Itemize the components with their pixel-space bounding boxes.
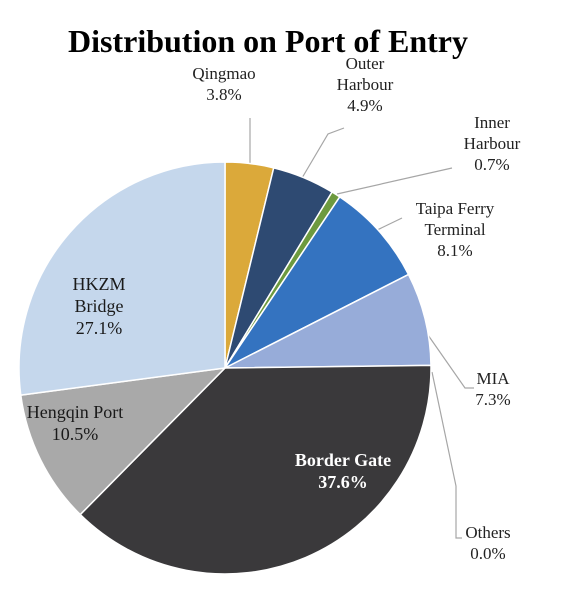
data-label-others: Others 0.0% xyxy=(465,523,510,563)
leader-line-mia xyxy=(427,334,474,389)
data-label-mia: MIA 7.3% xyxy=(475,369,510,409)
category-label: HKZM xyxy=(73,274,126,294)
category-label: Border Gate xyxy=(295,450,391,470)
leader-line-inner-harbour xyxy=(336,167,453,195)
category-label: Outer xyxy=(346,54,385,73)
slice-hengqin-port xyxy=(19,366,228,516)
data-label-hkzm-bridge: HKZM Bridge 27.1% xyxy=(73,274,126,338)
category-label: Inner xyxy=(474,113,510,132)
slice-taipa-ferry-terminal xyxy=(222,195,410,370)
data-label-outer-harbour: Outer Harbour 4.9% xyxy=(337,54,394,115)
percent-label: 4.9% xyxy=(347,96,382,115)
data-label-qingmao: Qingmao 3.8% xyxy=(192,64,255,104)
percent-label: 7.3% xyxy=(475,390,510,409)
percent-label: 27.1% xyxy=(76,318,123,338)
percent-label: 3.8% xyxy=(206,85,241,104)
data-label-hengqin-port: Hengqin Port 10.5% xyxy=(27,402,124,444)
data-label-taipa-ferry-terminal: Taipa Ferry Terminal 8.1% xyxy=(416,199,495,260)
category-label: MIA xyxy=(476,369,510,388)
percent-label: 0.7% xyxy=(474,155,509,174)
category-label: Qingmao xyxy=(192,64,255,83)
slice-border-gate xyxy=(79,364,432,575)
data-label-inner-harbour: Inner Harbour 0.7% xyxy=(464,113,521,174)
percent-label: 8.1% xyxy=(437,241,472,260)
category-label: Taipa Ferry xyxy=(416,199,495,218)
category-label: Harbour xyxy=(337,75,394,94)
category-label: Harbour xyxy=(464,134,521,153)
slice-hkzm-bridge xyxy=(18,161,226,396)
pie-slices xyxy=(18,161,432,575)
leader-line-outer-harbour xyxy=(301,127,345,179)
category-label: Bridge xyxy=(75,296,124,316)
category-label: Others xyxy=(465,523,510,542)
percent-label: 0.0% xyxy=(470,544,505,563)
data-labels: Qingmao 3.8% Outer Harbour 4.9% Inner Harbour 0… xyxy=(27,54,521,563)
percent-label: 10.5% xyxy=(52,424,99,444)
percent-label: 37.6% xyxy=(318,472,368,492)
leader-line-others xyxy=(431,371,462,539)
data-label-border-gate: Border Gate 37.6% xyxy=(295,450,391,492)
category-label: Terminal xyxy=(424,220,485,239)
chart-title: Distribution on Port of Entry xyxy=(68,23,468,59)
category-label: Hengqin Port xyxy=(27,402,124,422)
